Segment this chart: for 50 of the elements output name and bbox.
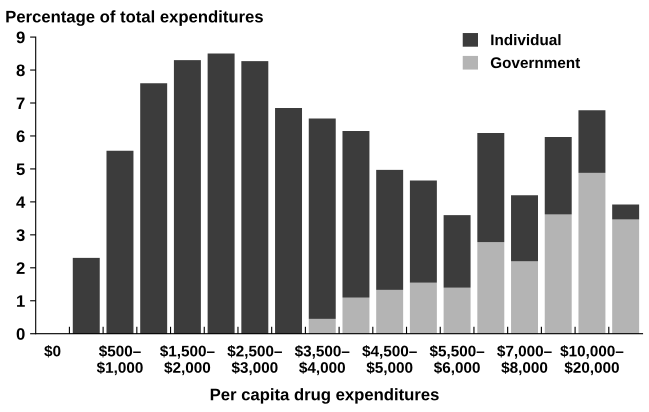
- bar: [342, 297, 370, 334]
- bar: [275, 108, 302, 334]
- y-tick-label: 7: [16, 98, 25, 110]
- x-tick-label: $0: [44, 344, 60, 358]
- y-tick-label: 6: [16, 130, 25, 142]
- bar: [410, 180, 437, 283]
- bar: [342, 131, 370, 298]
- bar: [511, 195, 538, 262]
- bar: [477, 242, 504, 334]
- x-axis-title: Per capita drug expenditures: [210, 388, 439, 404]
- y-tick-label: 5: [16, 163, 25, 176]
- bar: [410, 282, 437, 334]
- bar: [308, 318, 336, 334]
- bar: [578, 172, 606, 334]
- bar: [612, 204, 640, 220]
- y-tick-label: 3: [16, 229, 25, 242]
- bar: [241, 61, 268, 334]
- x-tick-label: $5,500– $6,000: [430, 344, 484, 376]
- y-tick-label: 4: [16, 196, 26, 208]
- bar: [612, 219, 640, 334]
- x-tick-label: $4,500– $5,000: [362, 344, 417, 376]
- x-tick-label: $7,000– $8,000: [497, 344, 552, 376]
- y-tick-label: 0: [16, 328, 25, 340]
- bar: [544, 136, 572, 214]
- x-tick-label: $10,000– $20,000: [560, 344, 624, 376]
- bar: [511, 261, 538, 334]
- bar: [444, 288, 471, 334]
- x-tick-label: $1,500– $2,000: [160, 344, 215, 376]
- y-tick-label: 9: [16, 31, 25, 44]
- y-tick-label: 8: [16, 64, 25, 76]
- y-tick-label: 2: [16, 262, 25, 274]
- bar: [308, 118, 336, 319]
- bar: [477, 132, 504, 242]
- bar: [544, 214, 572, 334]
- bar: [208, 54, 235, 334]
- bar: [174, 60, 201, 334]
- x-tick-label: $2,500– $3,000: [227, 344, 282, 376]
- y-axis-title: Percentage of total expenditures: [6, 10, 263, 26]
- x-tick-label: $3,500– $4,000: [294, 344, 350, 376]
- legend-label: Individual: [491, 34, 560, 46]
- x-tick-label: $500– $1,000: [96, 344, 143, 376]
- bar: [140, 83, 168, 334]
- bar: [72, 258, 100, 334]
- legend-label: Government: [490, 57, 580, 68]
- bar: [376, 170, 404, 290]
- bar: [106, 150, 134, 334]
- bar: [376, 290, 404, 334]
- bar: [444, 215, 471, 288]
- bar: [578, 110, 606, 173]
- y-tick-label: 1: [17, 295, 25, 307]
